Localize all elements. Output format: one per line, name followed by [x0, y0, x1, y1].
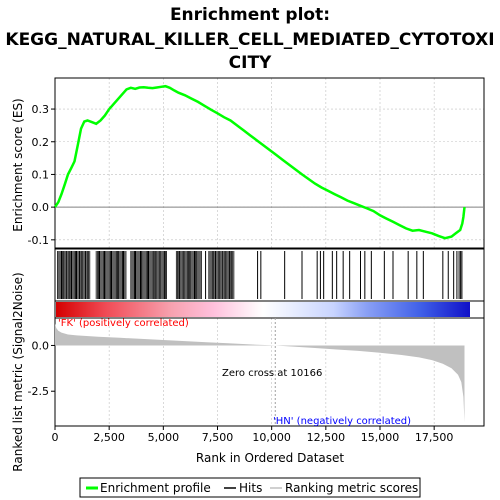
ranking-metric-area [55, 323, 465, 423]
positive-correlation-label: 'FK' (positively correlated) [58, 318, 189, 329]
ranked-heatmap-band [56, 302, 470, 317]
es-tick-label-0: -0.1 [28, 234, 49, 247]
hit-marks [57, 251, 463, 299]
es-axis: -0.1 0.0 0.1 0.2 0.3 [28, 103, 55, 247]
metric-axis-label: Ranked list metric (Signal2Noise) [11, 272, 25, 471]
x-tick-label-3: 7,500 [202, 431, 234, 444]
x-tick-label-5: 12,500 [307, 431, 346, 444]
x-tick-label-0: 0 [52, 431, 59, 444]
x-tick-label-7: 17,500 [415, 431, 454, 444]
metric-tick-label-1: -2.5 [28, 385, 49, 398]
title-line-1: Enrichment plot: [170, 5, 330, 25]
x-tick-label-4: 10,000 [252, 431, 291, 444]
metric-panel-frame [54, 317, 485, 427]
legend-es-label: Enrichment profile [100, 481, 211, 495]
legend-metric-label: Ranking metric scores [285, 481, 418, 495]
es-tick-label-3: 0.2 [32, 136, 50, 149]
zero-cross-label: Zero cross at 10166 [222, 368, 322, 379]
legend-hits-label: Hits [239, 481, 262, 495]
x-axis-label: Rank in Ordered Dataset [196, 451, 344, 465]
negative-correlation-label: 'HN' (negatively correlated) [273, 416, 411, 427]
title-line-3: CITY [229, 53, 272, 73]
es-tick-label-1: 0.0 [32, 201, 50, 214]
es-tick-label-2: 0.1 [32, 168, 50, 181]
x-tick-label-6: 15,000 [361, 431, 400, 444]
es-panel-frame [54, 77, 485, 249]
hits-panel-frame [54, 248, 485, 302]
es-axis-label: Enrichment score (ES) [11, 98, 25, 231]
es-curve [53, 84, 466, 240]
title-line-2: KEGG_NATURAL_KILLER_CELL_MEDIATED_CYTOTO… [5, 30, 494, 50]
metric-tick-label-0: 0.0 [32, 339, 50, 352]
legend-box [79, 477, 421, 498]
es-tick-label-4: 0.3 [32, 103, 50, 116]
x-axis: 0 2,500 5,000 7,500 10,000 12,500 15,000 17,500 [52, 426, 454, 444]
x-tick-label-1: 2,500 [93, 431, 125, 444]
x-tick-label-2: 5,000 [148, 431, 180, 444]
metric-axis: 0.0 -2.5 [28, 339, 55, 398]
